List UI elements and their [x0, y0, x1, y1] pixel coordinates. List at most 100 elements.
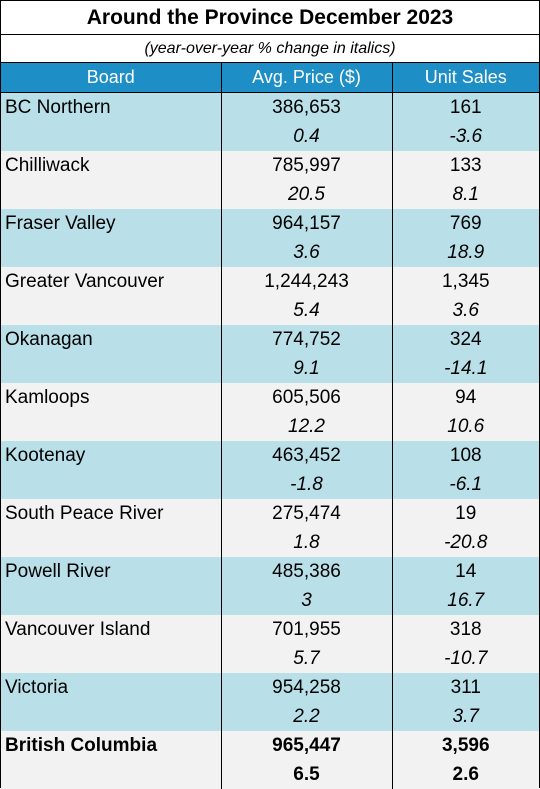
- avg-price-change: 12.2: [221, 412, 392, 441]
- unit-sales-change: 10.6: [392, 412, 539, 441]
- board-name: Kamloops: [1, 383, 221, 412]
- unit-sales-change: 2.6: [392, 760, 539, 789]
- board-name-spacer: [1, 470, 221, 499]
- avg-price-value: 701,955: [221, 615, 392, 644]
- board-name: Vancouver Island: [1, 615, 221, 644]
- board-name-spacer: [1, 122, 221, 151]
- avg-price-change: 3: [221, 586, 392, 615]
- column-header-unit-sales: Unit Sales: [392, 63, 539, 93]
- table-row-change: 0.4-3.6: [1, 122, 539, 151]
- unit-sales-change: -3.6: [392, 122, 539, 151]
- unit-sales-value: 94: [392, 383, 539, 412]
- board-name-spacer: [1, 238, 221, 267]
- avg-price-value: 1,244,243: [221, 267, 392, 296]
- unit-sales-change: 18.9: [392, 238, 539, 267]
- avg-price-change: 5.4: [221, 296, 392, 325]
- column-header-avg-price: Avg. Price ($): [221, 63, 392, 93]
- board-name: South Peace River: [1, 499, 221, 528]
- avg-price-change: 20.5: [221, 180, 392, 209]
- unit-sales-change: -10.7: [392, 644, 539, 673]
- board-name: Chilliwack: [1, 151, 221, 180]
- table-row-change: 5.7-10.7: [1, 644, 539, 673]
- board-name-spacer: [1, 760, 221, 789]
- avg-price-value: 485,386: [221, 557, 392, 586]
- avg-price-change: 5.7: [221, 644, 392, 673]
- province-table: Board Avg. Price ($) Unit Sales BC North…: [1, 63, 539, 789]
- avg-price-change: 2.2: [221, 702, 392, 731]
- board-name-spacer: [1, 180, 221, 209]
- unit-sales-value: 161: [392, 93, 539, 123]
- avg-price-value: 275,474: [221, 499, 392, 528]
- board-name: Kootenay: [1, 441, 221, 470]
- unit-sales-change: 3.6: [392, 296, 539, 325]
- unit-sales-value: 769: [392, 209, 539, 238]
- board-name: British Columbia: [1, 731, 221, 760]
- board-name: Victoria: [1, 673, 221, 702]
- avg-price-change: -1.8: [221, 470, 392, 499]
- board-name-spacer: [1, 586, 221, 615]
- avg-price-value: 785,997: [221, 151, 392, 180]
- avg-price-change: 6.5: [221, 760, 392, 789]
- board-name: Fraser Valley: [1, 209, 221, 238]
- unit-sales-change: -14.1: [392, 354, 539, 383]
- avg-price-value: 954,258: [221, 673, 392, 702]
- unit-sales-value: 14: [392, 557, 539, 586]
- avg-price-value: 774,752: [221, 325, 392, 354]
- board-name-spacer: [1, 702, 221, 731]
- unit-sales-change: -6.1: [392, 470, 539, 499]
- table-row-change: 1.8-20.8: [1, 528, 539, 557]
- board-name: Greater Vancouver: [1, 267, 221, 296]
- unit-sales-value: 19: [392, 499, 539, 528]
- header-row: Board Avg. Price ($) Unit Sales: [1, 63, 539, 93]
- unit-sales-change: 3.7: [392, 702, 539, 731]
- column-header-board: Board: [1, 63, 221, 93]
- unit-sales-value: 133: [392, 151, 539, 180]
- avg-price-change: 3.6: [221, 238, 392, 267]
- unit-sales-change: -20.8: [392, 528, 539, 557]
- board-name: BC Northern: [1, 93, 221, 123]
- avg-price-value: 605,506: [221, 383, 392, 412]
- avg-price-value: 386,653: [221, 93, 392, 123]
- board-name-spacer: [1, 296, 221, 325]
- table-row-change: -1.8-6.1: [1, 470, 539, 499]
- unit-sales-change: 16.7: [392, 586, 539, 615]
- avg-price-value: 964,157: [221, 209, 392, 238]
- avg-price-value: 463,452: [221, 441, 392, 470]
- table-subtitle: (year-over-year % change in italics): [1, 35, 539, 63]
- board-name-spacer: [1, 644, 221, 673]
- avg-price-value: 965,447: [221, 731, 392, 760]
- table-row-change: 9.1-14.1: [1, 354, 539, 383]
- unit-sales-value: 311: [392, 673, 539, 702]
- board-name: Powell River: [1, 557, 221, 586]
- avg-price-change: 0.4: [221, 122, 392, 151]
- board-name: Okanagan: [1, 325, 221, 354]
- table-title: Around the Province December 2023: [1, 1, 539, 35]
- board-name-spacer: [1, 528, 221, 557]
- board-name-spacer: [1, 412, 221, 441]
- avg-price-change: 9.1: [221, 354, 392, 383]
- unit-sales-value: 318: [392, 615, 539, 644]
- unit-sales-value: 1,345: [392, 267, 539, 296]
- board-name-spacer: [1, 354, 221, 383]
- avg-price-change: 1.8: [221, 528, 392, 557]
